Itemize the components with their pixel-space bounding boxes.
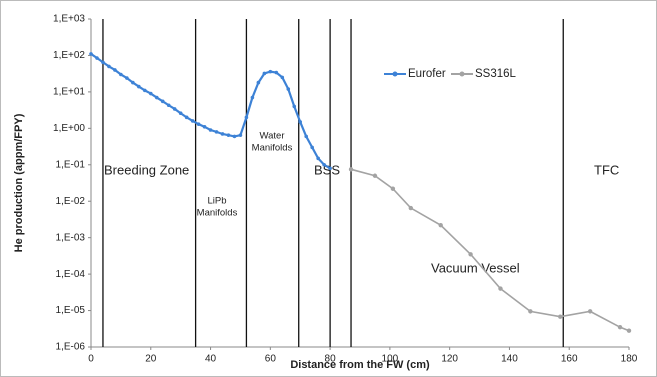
series-point [202,125,207,129]
series-point [280,75,285,80]
series-point [298,120,303,124]
annotation: Breeding Zone [104,162,189,177]
series-point [316,156,320,161]
legend-label: Eurofer [408,68,446,80]
series-point [148,91,153,96]
x-tick-label: 60 [265,354,277,365]
series-point [372,173,378,178]
series-point [274,70,279,75]
y-tick-label: 1,E+03 [53,14,85,25]
series-point [226,133,231,137]
y-tick-label: 1,E-03 [56,232,86,243]
annotation: LiPb [207,196,226,207]
series-point [131,80,135,85]
x-tick-label: 40 [205,354,217,365]
series-point [390,186,396,191]
y-tick-label: 1,E-02 [56,196,86,207]
series-point [196,122,201,126]
series-point [113,68,117,72]
series-point [310,145,314,150]
x-axis-title: Distance from the FW (cm) [290,359,430,371]
series-point [143,88,147,93]
series-point [292,104,297,109]
y-tick-label: 1,E-01 [56,159,86,170]
series-point [101,60,105,65]
series-point [107,64,111,69]
series-point [208,128,213,132]
series-point [558,314,563,319]
series-line [350,168,630,332]
series-point [438,222,443,228]
series-point [172,107,177,111]
y-tick-label: 1,E-06 [56,342,86,353]
series-point [304,134,309,139]
series-point [178,111,183,116]
series-point [328,166,332,171]
y-tick-label: 1,E-05 [56,305,86,316]
series-point [498,286,503,291]
series-point [528,309,533,314]
y-tick-label: 1,E+00 [53,123,85,134]
series-point [232,134,237,139]
series-point [166,103,171,108]
x-tick-label: 20 [145,354,157,365]
annotation: BSS [314,162,340,177]
annotation: TFC [594,162,619,177]
x-tick-label: 120 [441,354,458,365]
series-point [348,167,354,172]
legend-swatch-marker [392,71,398,77]
series-point [268,69,273,74]
annotation: Vacuum Vessel [431,260,520,275]
y-tick-label: 1,E-04 [56,269,86,280]
series-point [125,76,129,80]
series-point [184,115,189,120]
series-point [250,95,255,100]
x-tick-label: 160 [561,354,578,365]
series-point [220,132,225,136]
series-point [119,72,123,77]
series-point [262,71,267,76]
series-point [617,324,623,330]
x-tick-label: 180 [621,354,638,365]
series-point [190,119,195,123]
y-tick-label: 1,E+02 [53,50,85,61]
series-point [95,56,99,60]
series-point [626,328,632,333]
x-tick-label: 80 [325,354,337,365]
series-point [89,52,93,56]
x-tick-label: 140 [501,354,518,365]
series-point [587,309,593,314]
y-axis-title: He production (appm/FPY) [13,113,25,252]
series-point [238,133,243,137]
annotation: Water [260,131,285,142]
series-point [160,99,165,104]
x-tick-label: 0 [88,354,94,365]
series-point [137,84,141,89]
y-tick-label: 1,E+01 [53,87,85,98]
annotation: Manifolds [197,208,238,219]
series-line [90,53,331,170]
series-point [322,162,326,167]
annotation: Manifolds [252,143,293,154]
series-point [154,95,159,100]
series-point [468,252,473,257]
legend-label: SS316L [475,68,517,80]
x-tick-label: 100 [382,354,399,365]
series-point [244,115,249,120]
series-point [286,87,291,91]
series-point [256,80,261,85]
series-point [214,130,219,134]
legend-swatch-marker [459,71,465,77]
series-point [408,205,414,211]
